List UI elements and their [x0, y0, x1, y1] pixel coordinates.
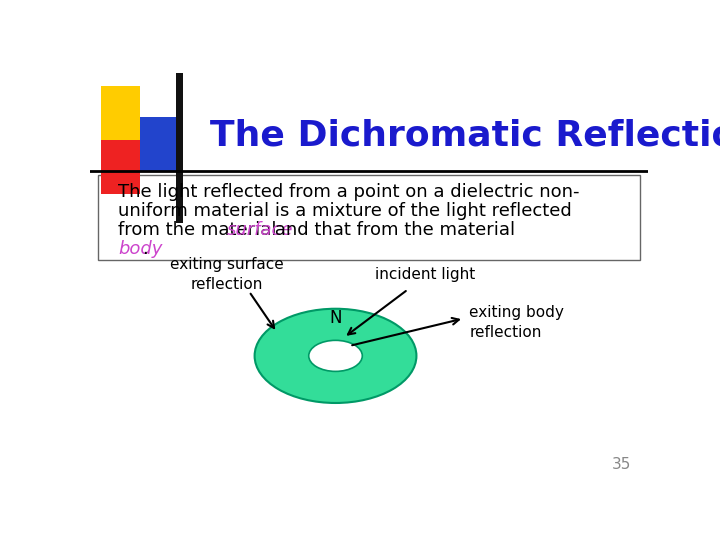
Text: incident light: incident light [374, 267, 475, 282]
FancyBboxPatch shape [101, 85, 140, 140]
Text: .: . [142, 240, 148, 258]
Text: The Dichromatic Reflection Model: The Dichromatic Reflection Model [210, 118, 720, 152]
Text: uniform material is a mixture of the light reflected: uniform material is a mixture of the lig… [118, 202, 572, 220]
Text: 35: 35 [612, 457, 631, 472]
FancyBboxPatch shape [101, 140, 140, 194]
Text: surface: surface [226, 221, 293, 239]
Text: and that from the material: and that from the material [269, 221, 515, 239]
Text: exiting surface
reflection: exiting surface reflection [170, 258, 284, 292]
Text: N: N [329, 309, 342, 327]
FancyBboxPatch shape [140, 117, 179, 171]
Text: The light reflected from a point on a dielectric non-: The light reflected from a point on a di… [118, 183, 580, 201]
FancyBboxPatch shape [99, 175, 639, 260]
Text: exiting body
reflection: exiting body reflection [469, 305, 564, 340]
Text: body: body [118, 240, 162, 258]
Ellipse shape [309, 340, 362, 372]
Ellipse shape [255, 309, 416, 403]
Text: from the material: from the material [118, 221, 282, 239]
FancyBboxPatch shape [176, 73, 183, 223]
